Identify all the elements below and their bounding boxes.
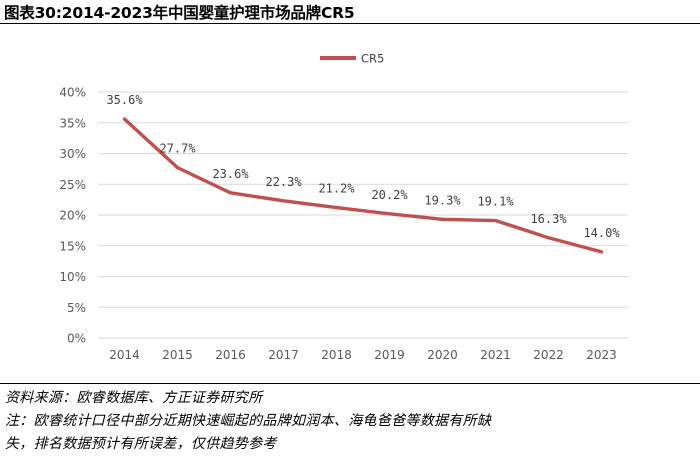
data-label: 23.6%: [212, 167, 249, 181]
x-tick-label: 2016: [215, 348, 246, 362]
x-tick-label: 2014: [109, 348, 140, 362]
data-label: 16.3%: [530, 212, 567, 226]
source-note: 资料来源：欧睿数据库、方正证券研究所: [5, 390, 263, 406]
data-label: 14.0%: [583, 226, 620, 240]
legend-label-cr5: CR5: [361, 52, 384, 66]
bottom-rule: [0, 383, 700, 384]
series-line-cr5: [122, 117, 604, 254]
x-tick-label: 2021: [480, 348, 511, 362]
y-tick-label: 10%: [59, 270, 86, 284]
x-tick-label: 2023: [586, 348, 617, 362]
y-tick-label: 5%: [67, 301, 86, 315]
top-rule: [0, 23, 700, 24]
chart-area: 0%5%10%15%20%25%30%35%40% 2014 2015 2016 20…: [59, 52, 628, 362]
x-tick-label: 2020: [427, 348, 458, 362]
grid-lines: [98, 91, 628, 339]
x-tick-label: 2015: [162, 348, 193, 362]
data-label: 21.2%: [318, 182, 355, 196]
y-tick-label: 0%: [67, 332, 86, 346]
x-tick-label: 2017: [268, 348, 299, 362]
x-axis: 2014 2015 2016 2017 2018 2019 2020 2021 2022 2023: [109, 348, 617, 362]
x-tick-label: 2019: [374, 348, 405, 362]
y-tick-label: 40%: [59, 86, 86, 100]
footnote-line-1: 注：欧睿统计口径中部分近期快速崛起的品牌如润本、海龟爸爸等数据有所缺: [5, 413, 492, 429]
footnote-line-2: 失，排名数据预计有所误差，仅供趋势参考: [5, 436, 277, 452]
data-label: 22.3%: [265, 175, 302, 189]
data-label: 19.1%: [477, 195, 514, 209]
legend: CR5: [320, 52, 384, 66]
figure-title: 图表30:2014-2023年中国婴童护理市场品牌CR5: [4, 4, 355, 22]
series-cr5: [122, 117, 604, 254]
y-tick-label: 35%: [59, 116, 86, 130]
data-labels: 35.6% 27.7% 23.6% 22.3% 21.2% 20.2% 19.3% 19.1%…: [106, 93, 620, 240]
data-label: 27.7%: [159, 142, 196, 156]
data-label: 35.6%: [106, 93, 143, 107]
data-label: 20.2%: [371, 188, 408, 202]
y-tick-label: 30%: [59, 147, 86, 161]
y-tick-label: 15%: [59, 239, 86, 253]
data-label: 19.3%: [424, 193, 461, 207]
y-axis: 0% 5% 10% 15% 20% 25% 30% 35% 40%: [59, 86, 86, 346]
y-tick-label: 25%: [59, 178, 86, 192]
y-tick-label: 20%: [59, 209, 86, 223]
x-tick-label: 2018: [321, 348, 352, 362]
x-tick-label: 2022: [533, 348, 564, 362]
